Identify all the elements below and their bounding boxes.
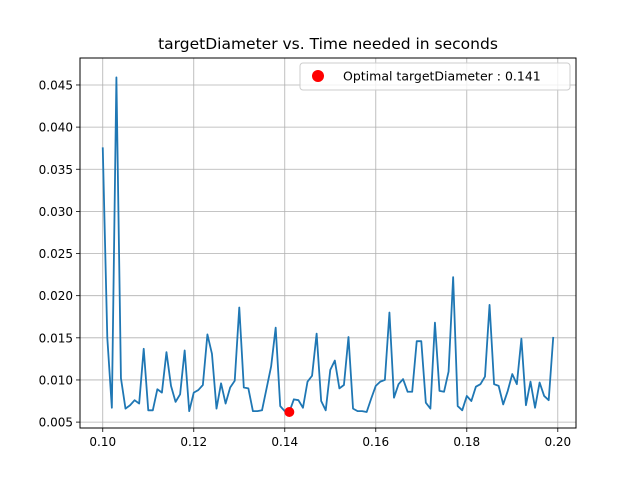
legend-label: Optimal targetDiameter : 0.141 <box>343 69 541 84</box>
ticks: 0.10 0.12 0.14 0.16 0.18 0.20 0.005 0.010 0.015 0… <box>39 78 572 449</box>
x-tick-label: 0.16 <box>362 435 389 449</box>
series-layer <box>101 76 555 417</box>
axes-frame <box>79 57 577 429</box>
chart-title: targetDiameter vs. Time needed in second… <box>158 35 498 53</box>
x-tick-label: 0.18 <box>453 435 480 449</box>
legend-box <box>299 62 571 91</box>
y-tick-label: 0.020 <box>39 289 73 303</box>
y-tick-label: 0.045 <box>39 78 73 92</box>
legend: Optimal targetDiameter : 0.141 <box>299 62 571 91</box>
y-tick-label: 0.030 <box>39 205 73 219</box>
optimal-point <box>284 406 295 417</box>
y-tick-label: 0.005 <box>39 416 73 430</box>
legend-marker <box>312 70 324 82</box>
x-tick-label: 0.12 <box>180 435 207 449</box>
y-tick-label: 0.015 <box>39 331 73 345</box>
x-tick-label: 0.10 <box>89 435 116 449</box>
y-tick-label: 0.010 <box>39 373 73 387</box>
y-tick-label: 0.025 <box>39 247 73 261</box>
y-tick-label: 0.040 <box>39 121 73 135</box>
y-tick-label: 0.035 <box>39 163 73 177</box>
series-line <box>101 76 555 413</box>
x-tick-label: 0.14 <box>271 435 298 449</box>
x-tick-label: 0.20 <box>544 435 571 449</box>
